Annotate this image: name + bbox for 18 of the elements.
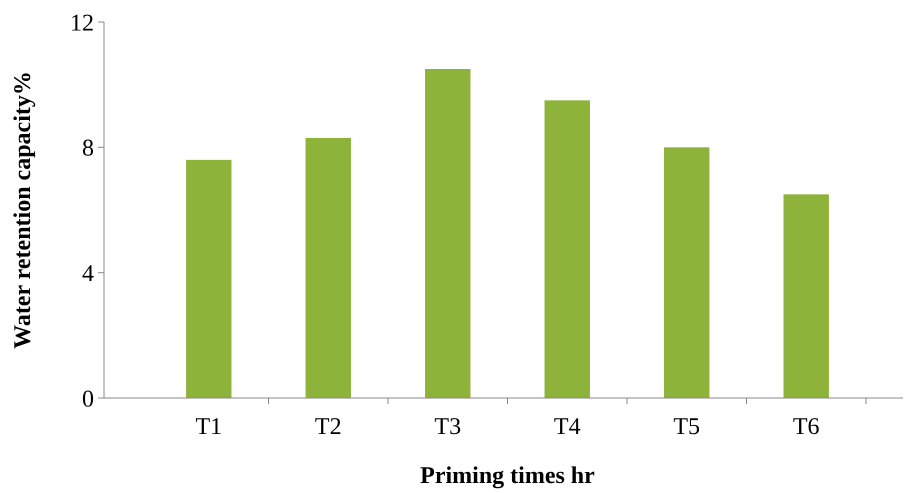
bar	[784, 194, 829, 398]
y-tick-label: 12	[70, 10, 94, 36]
x-tick-label: T1	[195, 414, 222, 440]
bar	[544, 100, 590, 398]
bar	[186, 160, 232, 398]
y-tick-label: 8	[82, 136, 94, 162]
x-tick-label: T4	[554, 414, 581, 440]
x-tick-label: T6	[792, 414, 820, 440]
x-tick-label: T3	[434, 414, 462, 440]
x-tick-label: T2	[314, 414, 342, 440]
x-tick-label: T5	[673, 414, 700, 440]
bar	[664, 147, 710, 398]
bar	[425, 69, 470, 398]
y-tick-label: 0	[82, 386, 94, 412]
y-tick-label: 4	[82, 261, 94, 288]
y-axis-title: Water retention capacity%	[10, 71, 36, 349]
x-axis-title: Priming times hr	[420, 463, 596, 489]
bar	[306, 138, 351, 398]
